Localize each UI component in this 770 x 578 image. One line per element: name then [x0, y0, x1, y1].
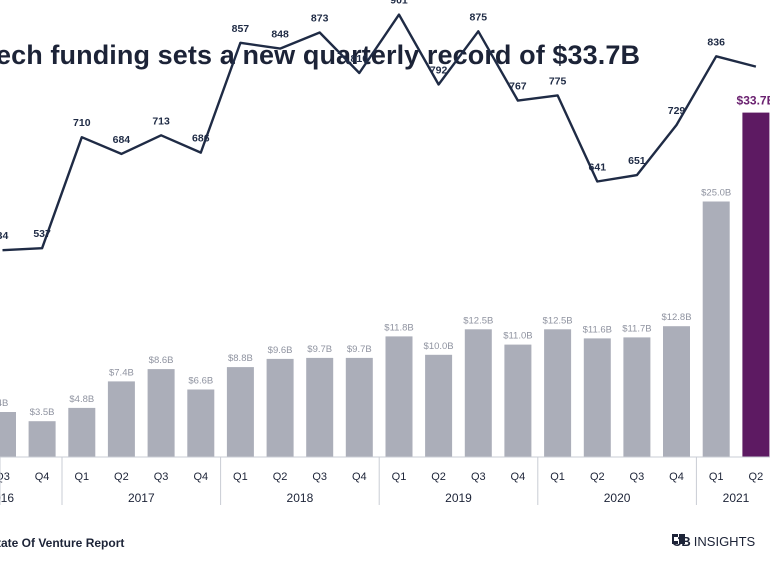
bar-label-0: 4B — [0, 398, 8, 409]
brand-logo: CBINSIGHTS — [672, 534, 755, 549]
bar-label-14: $12.5B — [543, 315, 573, 326]
bar-label-13: $11.0B — [503, 331, 532, 342]
bar-12 — [464, 329, 492, 458]
bar-8 — [306, 357, 334, 457]
line-label-5: 686 — [192, 133, 210, 145]
quarter-tick-13: Q4 — [511, 471, 526, 483]
line-label-3: 684 — [113, 134, 131, 146]
quarter-tick-5: Q4 — [193, 471, 208, 483]
quarter-tick-17: Q4 — [669, 471, 684, 483]
quarter-tick-3: Q2 — [114, 471, 129, 483]
line-label-16: 651 — [628, 155, 646, 167]
quarter-tick-18: Q1 — [709, 471, 724, 483]
bar-label-11: $10.0B — [424, 341, 454, 352]
bar-1 — [28, 421, 56, 457]
bar-label-5: $6.6B — [188, 376, 213, 387]
bar-9 — [345, 357, 373, 457]
quarter-tick-14: Q1 — [550, 471, 565, 483]
bar-3 — [107, 381, 135, 457]
year-label-5: 2021 — [723, 491, 750, 505]
quarter-tick-19: Q2 — [749, 471, 764, 483]
line-label-14: 775 — [549, 75, 567, 87]
line-label-8: 873 — [311, 13, 329, 25]
bar-label-3: $7.4B — [109, 367, 134, 378]
bar-14 — [544, 329, 572, 458]
bar-label-10: $11.8B — [384, 322, 413, 333]
quarter-tick-15: Q2 — [590, 471, 605, 483]
bar-7 — [266, 358, 294, 457]
year-label-0: 016 — [0, 491, 14, 505]
bar-label-1: $3.5B — [30, 407, 55, 418]
bar-label-12: $12.5B — [463, 315, 493, 326]
deal-count-line — [2, 13, 757, 252]
line-label-9: 810 — [351, 53, 369, 65]
quarter-tick-0: Q3 — [0, 471, 10, 483]
quarter-tick-1: Q4 — [35, 471, 50, 483]
quarter-tick-11: Q2 — [431, 471, 446, 483]
year-label-4: 2020 — [604, 491, 631, 505]
bar-5 — [187, 389, 215, 457]
bar-13 — [504, 344, 532, 457]
quarter-tick-6: Q1 — [233, 471, 248, 483]
line-label-17: 729 — [668, 105, 686, 117]
bar-label-6: $8.8B — [228, 353, 253, 364]
bar-16 — [623, 337, 651, 457]
quarter-tick-16: Q3 — [630, 471, 645, 483]
bar-label-4: $8.6B — [149, 355, 174, 366]
quarter-tick-9: Q4 — [352, 471, 367, 483]
line-label-0: 34 — [0, 230, 8, 242]
quarter-tick-4: Q3 — [154, 471, 169, 483]
bar-10 — [385, 336, 413, 457]
line-label-6: 857 — [232, 23, 250, 35]
quarter-tick-10: Q1 — [392, 471, 407, 483]
source-note: tate Of Venture Report — [0, 536, 125, 550]
bar-label-19: $33.7B — [737, 94, 770, 108]
line-label-11: 792 — [430, 65, 448, 77]
bar-label-18: $25.0B — [701, 188, 731, 199]
line-label-12: 875 — [470, 11, 488, 23]
line-label-13: 767 — [509, 81, 527, 93]
line-label-2: 710 — [73, 117, 91, 129]
bar-17 — [663, 326, 690, 457]
year-label-1: 2017 — [128, 491, 155, 505]
bar-2 — [68, 407, 96, 457]
line-label-1: 537 — [33, 228, 51, 240]
bar-label-17: $12.8B — [661, 312, 691, 323]
line-label-4: 713 — [152, 115, 170, 127]
line-label-10: 901 — [390, 0, 408, 7]
brand-name-thin: INSIGHTS — [693, 534, 756, 549]
quarter-tick-7: Q2 — [273, 471, 288, 483]
bar-15 — [583, 338, 611, 457]
bar-label-2: $4.8B — [69, 394, 94, 405]
bar-0 — [0, 412, 16, 457]
line-label-15: 641 — [589, 162, 607, 174]
bar-11 — [425, 354, 453, 457]
bar-4 — [147, 369, 175, 457]
chart-title: ech funding sets a new quarterly record … — [0, 40, 641, 70]
line-label-7: 848 — [271, 29, 289, 41]
bar-label-16: $11.7B — [622, 323, 651, 334]
year-label-2: 2018 — [287, 491, 314, 505]
bar-label-8: $9.7B — [307, 344, 332, 355]
quarter-tick-8: Q3 — [312, 471, 327, 483]
year-label-3: 2019 — [445, 491, 472, 505]
bar-6 — [226, 367, 254, 457]
bar-label-7: $9.6B — [268, 345, 293, 356]
bar-label-9: $9.7B — [347, 344, 372, 355]
cbinsights-logo-icon — [672, 534, 685, 544]
bar-18 — [702, 201, 730, 457]
bar-label-15: $11.6B — [583, 324, 612, 335]
line-label-18: 836 — [707, 36, 725, 48]
quarter-tick-2: Q1 — [74, 471, 89, 483]
quarter-tick-12: Q3 — [471, 471, 486, 483]
bar-19 — [742, 112, 770, 457]
